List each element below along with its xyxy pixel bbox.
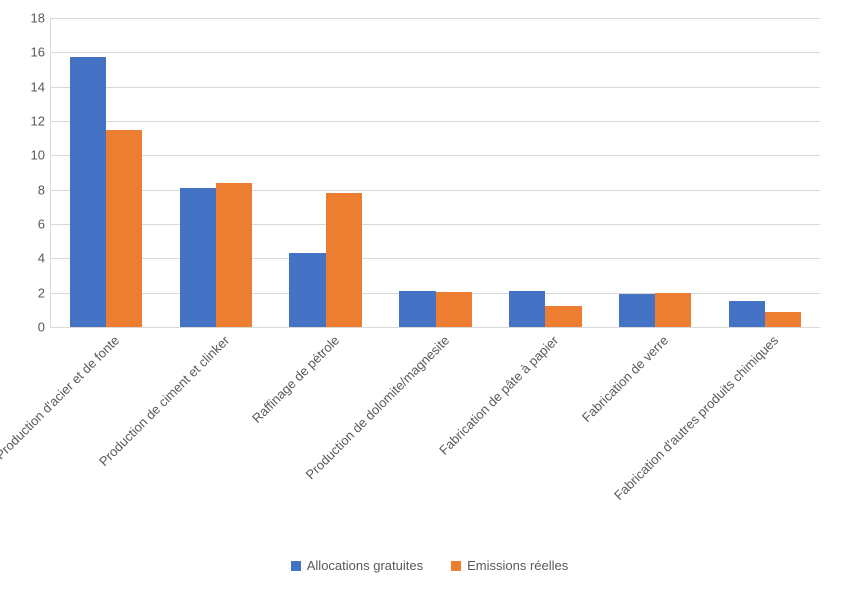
- plot-area: 024681012141618Production d'acier et de …: [50, 18, 820, 328]
- legend-swatch: [451, 561, 461, 571]
- legend: Allocations gratuites Emissions réelles: [0, 558, 859, 573]
- ytick-label: 10: [31, 148, 51, 163]
- bars-row: Production d'acier et de fonteProduction…: [51, 18, 820, 327]
- category-slot: Production de dolomite/magnesite: [381, 18, 491, 327]
- xtick-label: Fabrication de pâte à papier: [431, 327, 562, 458]
- bar: [70, 57, 106, 327]
- legend-item: Emissions réelles: [451, 558, 568, 573]
- xtick-label: Raffinage de pétrole: [243, 327, 342, 426]
- bar: [436, 292, 472, 327]
- ytick-label: 0: [38, 320, 51, 335]
- bar: [655, 293, 691, 327]
- bar: [180, 188, 216, 327]
- bar: [729, 301, 765, 327]
- grouped-bar-chart: 0 2 4 6 8 10 12 14 16 18Production d'acier et de …: [0, 0, 859, 601]
- ytick-label: 12: [31, 114, 51, 129]
- legend-item: Allocations gratuites: [291, 558, 423, 573]
- category-slot: Production de ciment et clinker: [161, 18, 271, 327]
- legend-label: Allocations gratuites: [307, 558, 423, 573]
- bar: [765, 312, 801, 327]
- legend-label: Emissions réelles: [467, 558, 568, 573]
- bar: [326, 193, 362, 327]
- bar: [545, 306, 581, 327]
- ytick-label: 16: [31, 45, 51, 60]
- bar: [619, 294, 655, 327]
- bar: [106, 130, 142, 327]
- ytick-label: 6: [38, 217, 51, 232]
- legend-swatch: [291, 561, 301, 571]
- bar: [216, 183, 252, 327]
- ytick-label: 8: [38, 182, 51, 197]
- ytick-label: 18: [31, 11, 51, 26]
- ytick-label: 2: [38, 285, 51, 300]
- ytick-label: 14: [31, 79, 51, 94]
- category-slot: Production d'acier et de fonte: [51, 18, 161, 327]
- category-slot: Fabrication de pâte à papier: [490, 18, 600, 327]
- bar: [289, 253, 325, 327]
- bar: [399, 291, 435, 327]
- ytick-label: 4: [38, 251, 51, 266]
- xtick-label: Fabrication de verre: [573, 327, 671, 425]
- category-slot: Raffinage de pétrole: [271, 18, 381, 327]
- category-slot: Fabrication de verre: [600, 18, 710, 327]
- category-slot: Fabrication d'autres produits chimiques: [710, 18, 820, 327]
- bar: [509, 291, 545, 327]
